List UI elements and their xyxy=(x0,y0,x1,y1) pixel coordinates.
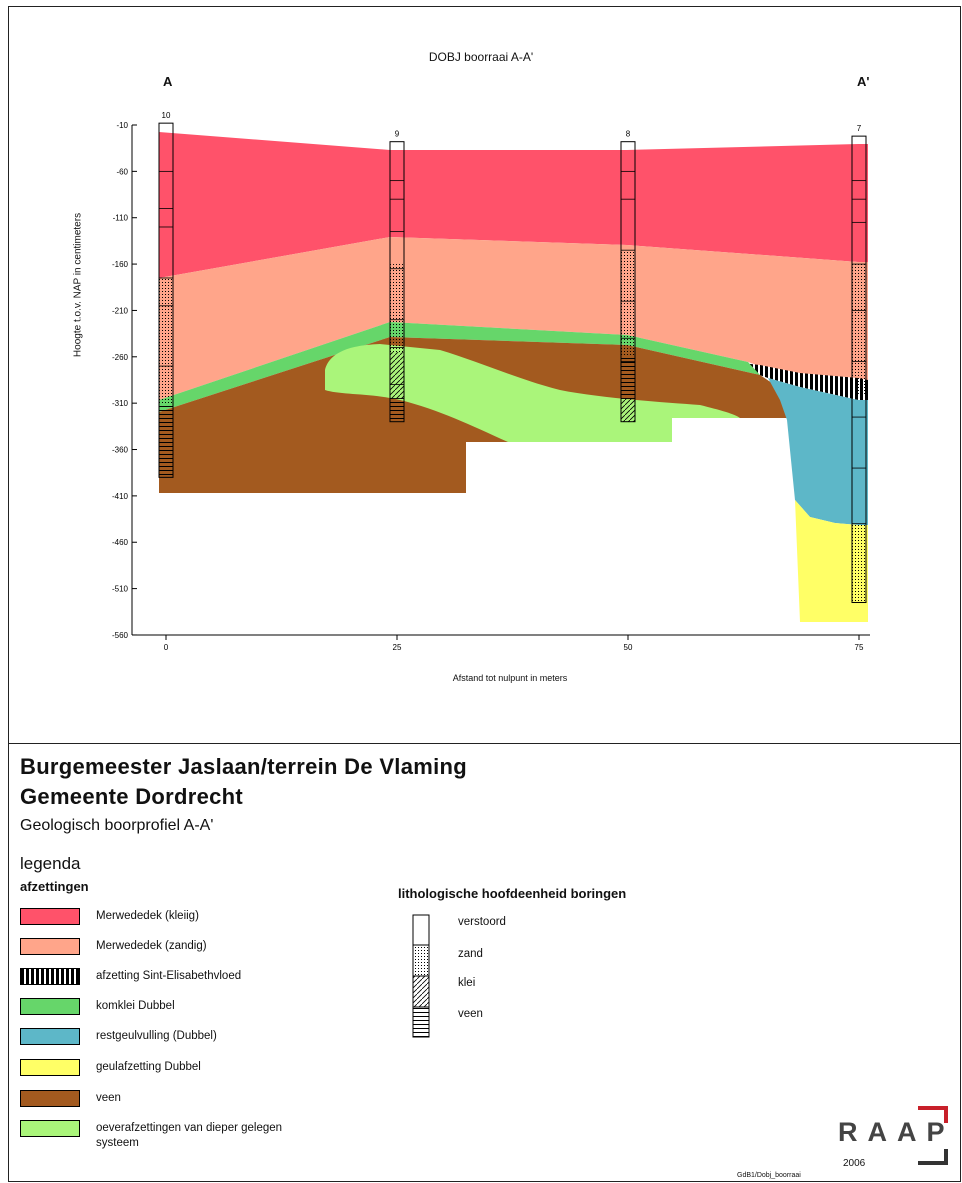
legend-swatch xyxy=(20,938,80,955)
borehole-lithology-band xyxy=(621,250,635,355)
borehole-outline xyxy=(851,135,867,604)
x-tick-label: 25 xyxy=(393,643,402,652)
borehole-lithology-band xyxy=(159,403,173,478)
x-axis-label: Afstand tot nulpunt in meters xyxy=(452,673,568,683)
legend-label: Merwededek (zandig) xyxy=(96,940,207,952)
legend-label: afzetting Sint-Elisabethvloed xyxy=(96,970,242,982)
logo-year: 2006 xyxy=(843,1158,866,1169)
lithology-swatch-klei xyxy=(412,975,430,1008)
borehole-7: 7 xyxy=(851,124,867,604)
legend-swatch xyxy=(20,908,80,925)
raap-logo-brackets xyxy=(918,1106,948,1165)
borehole-lithology-band xyxy=(852,264,866,394)
cross-section-diagram: -10 -60 -110 -160 -210 -260 -310 -360 -410 -460 -5… xyxy=(112,111,870,652)
y-tick-label: -310 xyxy=(112,399,129,408)
borehole-outline xyxy=(620,141,636,423)
lithology-swatch-zand xyxy=(412,944,430,977)
borehole-id-label: 9 xyxy=(395,130,400,139)
x-tick-label: 0 xyxy=(164,643,169,652)
y-tick-label: -360 xyxy=(112,446,129,455)
afzettingen-heading: afzettingen xyxy=(20,879,89,894)
layer-komklei-dubbel xyxy=(159,322,760,412)
borehole-8: 8 xyxy=(620,130,636,423)
layer-restgeulvulling xyxy=(768,378,868,525)
endpoint-a-prime-label: A' xyxy=(857,74,870,89)
borehole-9: 9 xyxy=(389,130,405,423)
y-tick-label: -160 xyxy=(112,260,129,269)
borehole-lithology-band xyxy=(159,277,173,404)
x-tick-label: 50 xyxy=(624,643,633,652)
borehole-lithology-band xyxy=(390,352,404,399)
figure-frame xyxy=(8,6,961,1182)
lithology-label-klei: klei xyxy=(458,977,476,989)
lithology-label-zand: zand xyxy=(458,948,483,960)
legend-swatch xyxy=(20,1090,80,1107)
legend-label: veen xyxy=(96,1092,121,1104)
title-location: Burgemeester Jaslaan/terrein De Vlaming xyxy=(20,754,467,779)
y-tick-label: -210 xyxy=(112,306,129,315)
legend-label: geulafzetting Dubbel xyxy=(96,1061,201,1073)
file-reference: GdB1/Dobj_boorraai xyxy=(737,1172,801,1179)
y-tick-label: -510 xyxy=(112,585,129,594)
x-tick-label: 75 xyxy=(855,643,864,652)
borehole-id-label: 7 xyxy=(857,124,862,133)
borehole-lithology-band xyxy=(621,354,635,399)
lithology-swatch-verstoord xyxy=(412,914,430,946)
subtitle: Geologisch boorprofiel A-A' xyxy=(20,817,214,834)
legend-label: restgeulvulling (Dubbel) xyxy=(96,1030,217,1042)
y-tick-label: -460 xyxy=(112,538,129,547)
legend-swatch xyxy=(20,1028,80,1045)
y-tick-label: -10 xyxy=(116,121,128,130)
y-tick-label: -110 xyxy=(113,214,129,223)
lithology-label-veen: veen xyxy=(458,1008,483,1020)
layer-geulafzetting xyxy=(795,500,868,622)
legend-heading: legenda xyxy=(20,854,81,873)
legend-label: oeverafzettingen van dieper gelegen syst… xyxy=(96,1122,283,1149)
y-tick-label: -60 xyxy=(116,167,128,176)
lithology-heading: lithologische hoofdeenheid boringen xyxy=(398,886,627,901)
borehole-outline xyxy=(389,141,405,423)
legend-swatch xyxy=(20,1120,80,1137)
raap-logo: RAAP xyxy=(838,1117,955,1147)
legend-swatch xyxy=(20,998,80,1015)
section-title: DOBJ boorraai A-A' xyxy=(428,50,534,64)
y-tick-label: -260 xyxy=(112,353,129,362)
y-axis-ticks: -10 -60 -110 -160 -210 -260 -310 -360 -410 -460 -5… xyxy=(112,121,137,640)
layer-oeverafzettingen xyxy=(325,344,740,442)
lithology-swatch-veen xyxy=(412,1006,430,1038)
borehole-outline xyxy=(158,122,174,478)
legend-label: Merwededek (kleiig) xyxy=(96,910,199,922)
borehole-id-label: 10 xyxy=(162,111,171,120)
section-divider xyxy=(8,743,961,744)
y-tick-label: -410 xyxy=(112,492,129,501)
y-tick-label: -560 xyxy=(112,631,129,640)
borehole-lithology-band xyxy=(852,523,866,603)
layer-merwededek-zandig xyxy=(159,237,868,400)
borehole-id-label: 8 xyxy=(626,130,631,139)
legend-swatch xyxy=(20,968,80,985)
borehole-lithology-band xyxy=(390,398,404,422)
legend-label: komklei Dubbel xyxy=(96,1000,175,1012)
borehole-10: 10 xyxy=(158,111,174,478)
endpoint-a-label: A xyxy=(163,74,173,89)
title-municipality: Gemeente Dordrecht xyxy=(20,784,244,809)
legend-swatch xyxy=(20,1059,80,1076)
x-axis-ticks: 0 25 50 75 xyxy=(164,635,864,652)
borehole-columns: 10 9 8 7 xyxy=(158,111,867,604)
lithology-legend-column xyxy=(412,914,430,1038)
borehole-lithology-band xyxy=(390,264,404,353)
layer-sint-elisabethvloed xyxy=(732,362,868,400)
lithology-label-verstoord: verstoord xyxy=(458,916,506,928)
layer-merwededek-kleiig xyxy=(159,132,868,278)
borehole-lithology-band xyxy=(621,398,635,422)
